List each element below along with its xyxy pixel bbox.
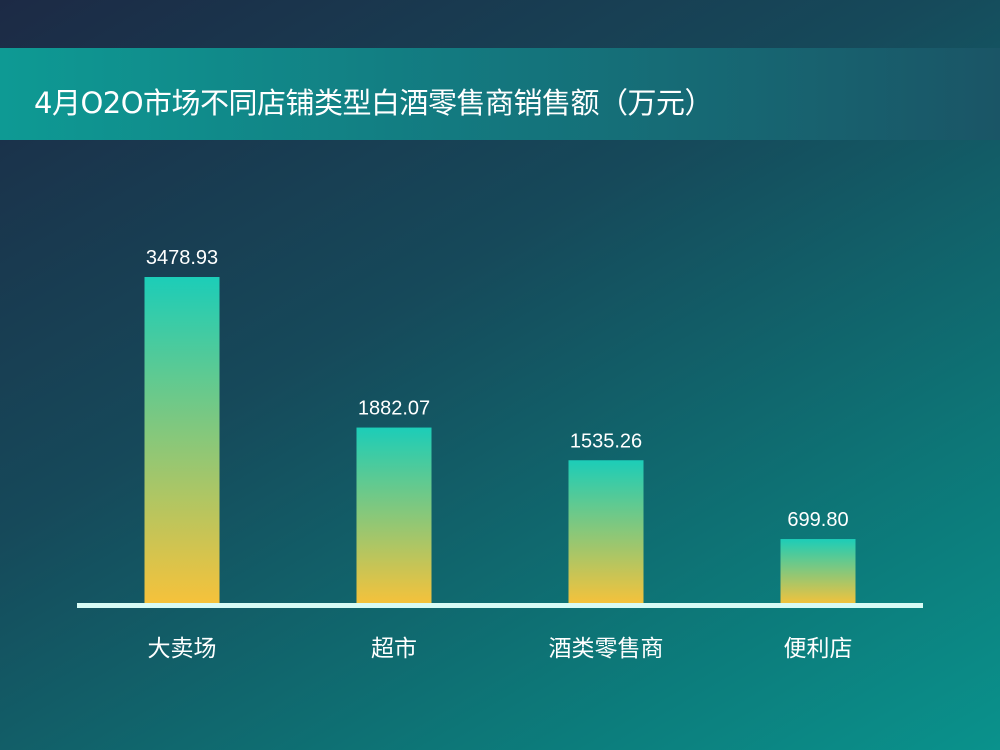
chart-title: 4月O2O市场不同店铺类型白酒零售商销售额（万元）	[34, 86, 714, 120]
category-label: 大卖场	[148, 636, 217, 662]
category-label: 酒类零售商	[549, 636, 664, 662]
value-label: 3478.93	[146, 247, 218, 269]
x-axis-line	[77, 603, 923, 608]
bar-3	[780, 539, 856, 605]
bar-0	[144, 277, 220, 605]
value-label: 699.80	[787, 509, 848, 531]
bar-1	[356, 427, 432, 605]
value-label: 1882.07	[358, 398, 430, 420]
title-band	[0, 48, 1000, 140]
category-label: 超市	[371, 636, 417, 662]
value-label: 1535.26	[570, 430, 642, 452]
category-label: 便利店	[784, 636, 853, 662]
bar-2	[568, 460, 644, 605]
